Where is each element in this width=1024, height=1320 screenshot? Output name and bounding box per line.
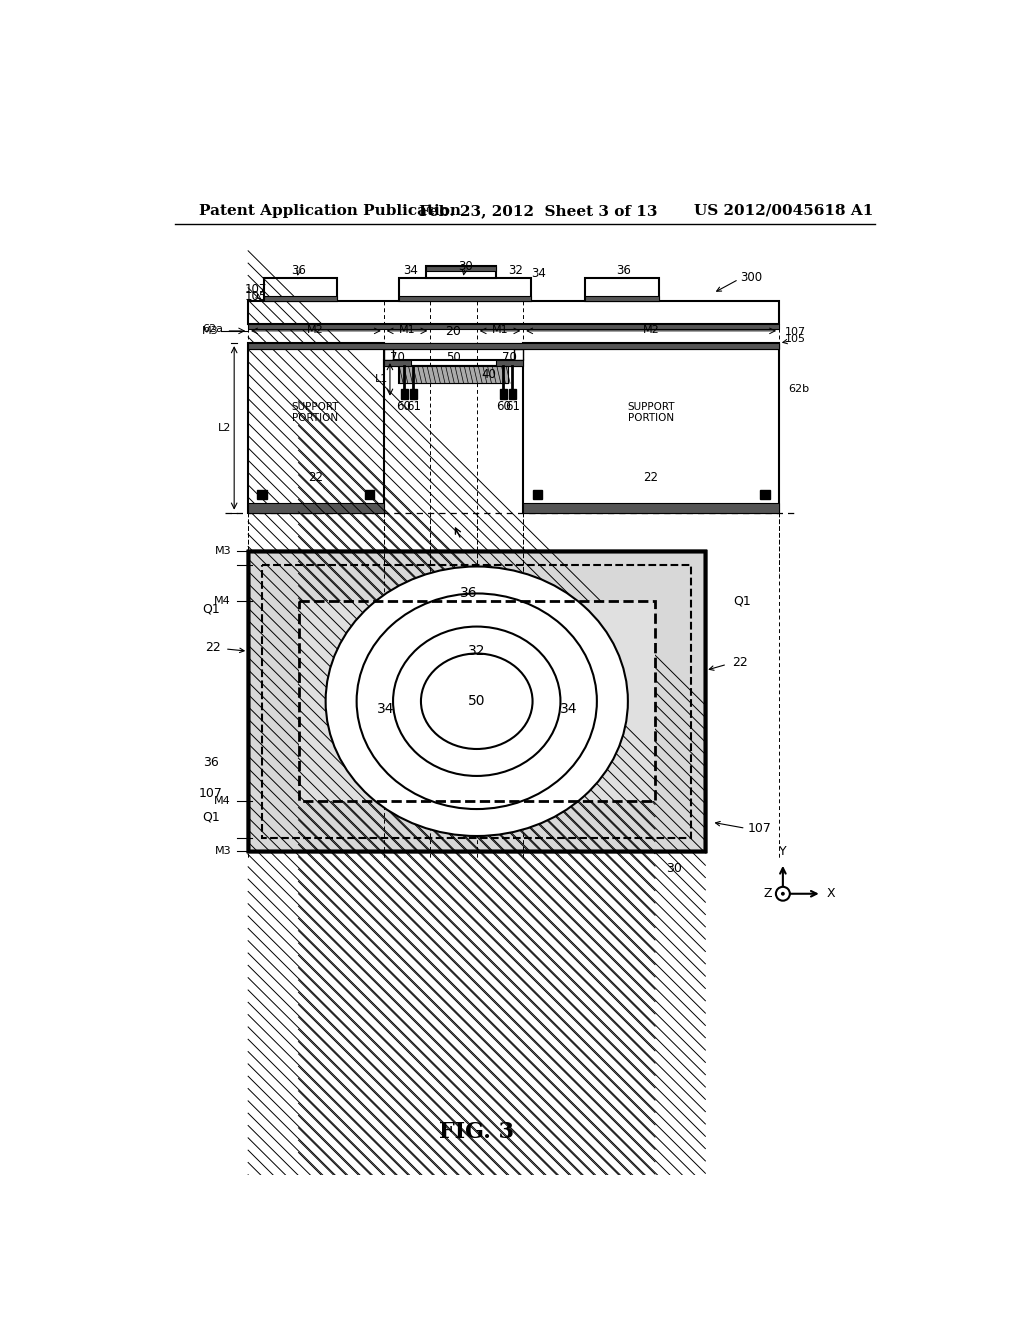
Text: M3: M3 [214,846,231,857]
Text: M1: M1 [398,325,416,335]
Text: 34: 34 [403,264,419,277]
Polygon shape [248,552,706,851]
Polygon shape [248,343,779,350]
Polygon shape [384,360,411,367]
Text: 107: 107 [245,282,267,296]
Polygon shape [366,490,375,499]
Text: Patent Application Publication: Patent Application Publication [200,203,461,218]
Text: Q1: Q1 [734,594,752,607]
Text: M4: M4 [214,597,231,606]
Text: 30: 30 [667,862,682,875]
Text: 22: 22 [644,471,658,484]
Text: 70: 70 [390,351,406,363]
Polygon shape [514,350,523,360]
Text: M3: M3 [214,546,231,556]
Text: Feb. 23, 2012  Sheet 3 of 13: Feb. 23, 2012 Sheet 3 of 13 [419,203,657,218]
Text: L1: L1 [375,375,388,384]
Polygon shape [509,389,516,399]
Polygon shape [299,601,655,801]
Polygon shape [523,343,779,512]
Polygon shape [523,503,779,512]
Text: FIG. 3: FIG. 3 [439,1122,514,1143]
Polygon shape [248,503,384,512]
Circle shape [776,887,790,900]
Text: Q1: Q1 [202,810,220,824]
Text: 22: 22 [206,640,221,653]
Text: 107: 107 [748,822,772,834]
Text: 20: 20 [445,325,462,338]
Polygon shape [384,360,523,367]
Text: 107: 107 [199,787,223,800]
Text: M2: M2 [307,325,324,335]
Text: M4: M4 [214,796,231,807]
Text: Z: Z [764,887,772,900]
Text: 62a: 62a [203,325,223,334]
Polygon shape [263,277,337,301]
Text: 40: 40 [481,368,496,381]
Polygon shape [299,601,655,801]
Text: 50: 50 [468,694,485,709]
Text: 30: 30 [458,260,472,273]
Polygon shape [586,296,658,301]
Text: 32: 32 [468,644,485,659]
Polygon shape [500,389,507,399]
Text: 107: 107 [785,326,806,337]
Polygon shape [248,301,779,323]
Ellipse shape [421,653,532,748]
Text: 36: 36 [203,756,219,770]
Text: 22: 22 [308,471,323,484]
Polygon shape [263,296,337,301]
Text: 62b: 62b [788,384,809,395]
Polygon shape [248,552,706,851]
Polygon shape [426,267,496,271]
Text: 22: 22 [732,656,749,669]
Text: 300: 300 [740,271,763,284]
Text: X: X [827,887,836,900]
Polygon shape [586,277,658,301]
Text: Q1: Q1 [202,602,220,615]
Polygon shape [399,277,531,301]
Text: SUPPORT
PORTION: SUPPORT PORTION [292,401,339,424]
Polygon shape [248,343,384,512]
Polygon shape [496,360,523,367]
Polygon shape [384,350,393,360]
Text: 36: 36 [291,264,306,277]
Text: 50: 50 [446,351,461,363]
Text: 32: 32 [508,264,523,277]
Text: L2: L2 [218,422,231,433]
Ellipse shape [356,594,597,809]
Text: Y: Y [779,845,786,858]
Text: M3: M3 [202,326,219,335]
Polygon shape [248,343,779,350]
Polygon shape [399,367,508,383]
Ellipse shape [393,627,560,776]
Polygon shape [400,389,408,399]
Text: 60: 60 [396,400,412,413]
Text: 70: 70 [502,351,517,363]
Polygon shape [248,323,779,330]
Polygon shape [257,490,266,499]
Text: M1: M1 [492,325,508,335]
Polygon shape [410,389,417,399]
Text: 105: 105 [245,289,267,302]
Text: 34: 34 [559,702,577,715]
Circle shape [781,892,784,896]
Text: 61: 61 [505,400,520,413]
Text: 34: 34 [377,702,394,715]
Text: 34: 34 [531,267,546,280]
Polygon shape [426,267,496,277]
Polygon shape [532,490,542,499]
Text: 61: 61 [406,400,421,413]
Polygon shape [399,296,531,301]
Text: 60: 60 [496,400,511,413]
Text: 105: 105 [785,334,806,345]
Text: US 2012/0045618 A1: US 2012/0045618 A1 [693,203,873,218]
Ellipse shape [326,566,628,836]
Text: 36: 36 [460,586,478,601]
Text: M2: M2 [643,325,659,335]
Polygon shape [761,490,770,499]
Polygon shape [399,367,508,383]
Text: SUPPORT
PORTION: SUPPORT PORTION [628,401,675,424]
Text: 36: 36 [616,264,632,277]
